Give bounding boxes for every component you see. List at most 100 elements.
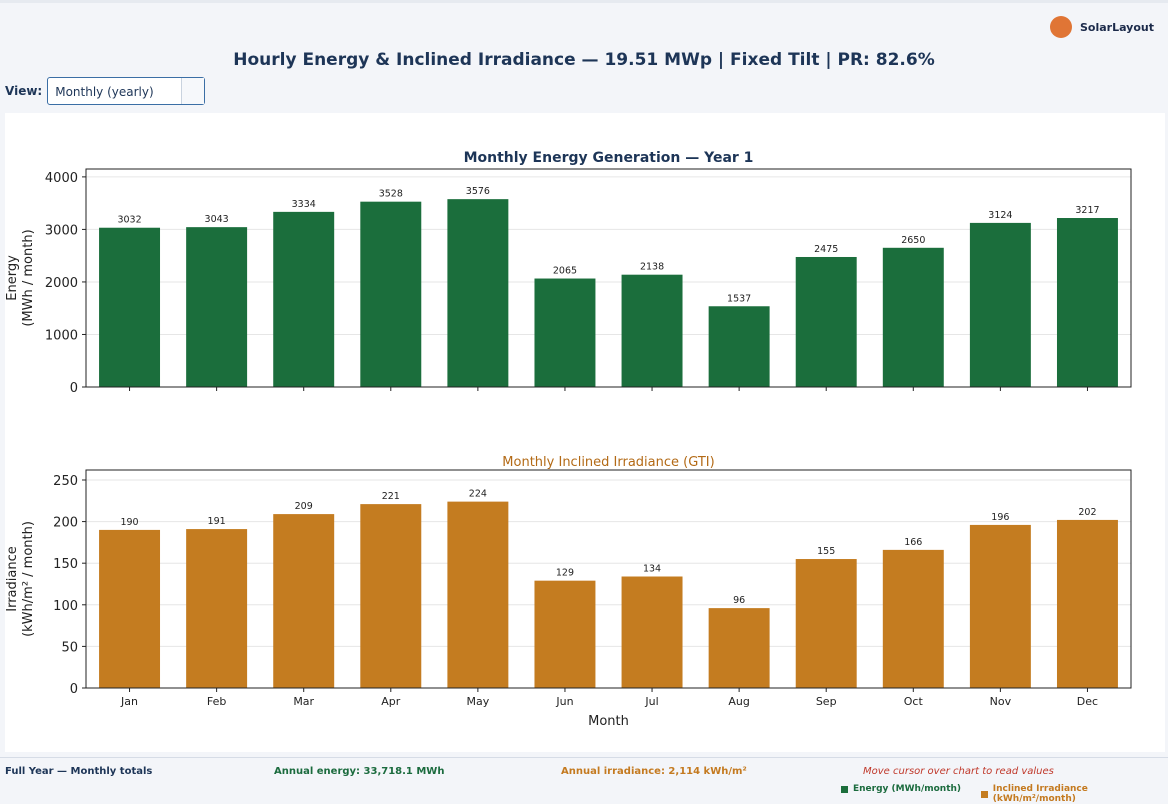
energy-data-label: 3576 [466,186,490,197]
irradiance-x-tick-label: Apr [381,695,401,708]
energy-plot-frame [85,168,1132,388]
legend-irradiance-label: Inclined Irradiance (kWh/m²/month) [992,784,1088,804]
energy-bar [360,201,422,387]
page-title: Hourly Energy & Inclined Irradiance — 19… [233,50,935,70]
energy-y-axis-label: Energy(MWh / month) [5,229,36,326]
legend-energy-label: Energy (MWh/month) [853,784,962,794]
irradiance-x-tick-label: Feb [207,695,226,708]
status-footer: Full Year — Monthly totals Annual energy… [0,757,1168,804]
energy-y-tick-label: 0 [70,381,78,396]
energy-bar [273,211,335,387]
irradiance-bar [273,514,335,688]
energy-chart-title: Monthly Energy Generation — Year 1 [464,150,754,166]
irradiance-data-label: 190 [120,517,138,528]
footer-hint: Move cursor over chart to read values [863,766,1054,777]
irradiance-x-tick-label: Jun [555,695,573,708]
irradiance-data-label: 224 [469,489,487,500]
charts-canvas[interactable]: 3032 3043 3334 3528 3576 2065 2138 1537 2475 2650… [5,113,1165,752]
irradiance-y-tick-label: 100 [53,599,78,614]
irradiance-x-tick-label: Mar [293,695,314,708]
irradiance-x-tick-label: Jul [644,695,658,708]
irradiance-bar [882,549,944,688]
energy-data-label: 3217 [1075,205,1099,216]
energy-bar [621,274,683,387]
energy-data-label: 2650 [901,235,925,246]
irradiance-bar [969,524,1031,688]
view-label: View: [5,84,43,98]
legend-irradiance-swatch [981,790,988,798]
irradiance-chart: 190 Jan 191 Feb 209 Mar 221 Apr 224 May 129 Jun 134 J… [5,455,1132,729]
irradiance-bar [534,580,596,688]
energy-bar [795,256,857,387]
irradiance-y-tick-label: 250 [53,474,78,489]
footer-period: Full Year — Monthly totals [5,766,153,777]
energy-chart: 3032 3043 3334 3528 3576 2065 2138 1537 2475 2650… [5,150,1132,396]
chevron-down-icon[interactable] [181,78,205,104]
irradiance-data-label: 196 [991,512,1009,523]
footer-annual-energy: Annual energy: 33,718.1 MWh [274,766,445,777]
irradiance-y-tick-label: 200 [53,516,78,531]
energy-data-label: 3334 [292,199,316,210]
irradiance-x-tick-label: Sep [816,695,837,708]
irradiance-y-axis-label-line: (kWh/m² / month) [21,521,36,637]
legend-irradiance: Inclined Irradiance (kWh/m²/month) [981,784,1168,804]
brand-name: SolarLayout [1079,20,1154,34]
energy-bar [186,227,248,387]
footer-annual-irradiance: Annual irradiance: 2,114 kWh/m² [561,766,747,777]
irradiance-data-label: 155 [817,546,835,557]
energy-bar [1056,218,1118,387]
energy-y-tick-label: 3000 [45,223,78,238]
irradiance-bar [99,529,161,688]
legend-energy: Energy (MWh/month) [841,784,961,794]
energy-data-label: 2475 [814,244,838,255]
irradiance-data-label: 202 [1078,507,1096,518]
irradiance-x-tick-label: Jan [120,695,138,708]
energy-y-tick-label: 2000 [45,276,78,291]
irradiance-y-axis-label-line: Irradiance [5,546,20,611]
irradiance-x-tick-label: Nov [990,695,1012,708]
energy-bar [99,227,161,387]
legend-energy-swatch [841,785,848,793]
irradiance-y-axis-label: Irradiance(kWh/m² / month) [5,521,36,637]
irradiance-bar [708,608,770,688]
irradiance-bar [186,529,248,688]
view-select[interactable]: Monthly (yearly) [47,77,206,105]
energy-bar [447,199,509,387]
energy-bar [708,306,770,387]
view-select-value: Monthly (yearly) [55,85,154,99]
brand-logo-icon [1049,16,1072,38]
energy-data-label: 3032 [117,215,141,226]
irradiance-x-tick-label: May [467,695,490,708]
energy-data-label: 1537 [727,293,751,304]
irradiance-x-tick-label: Oct [904,695,924,708]
irradiance-bar [621,576,683,688]
energy-data-label: 2138 [640,262,664,273]
energy-bar [534,278,596,387]
irradiance-y-tick-label: 0 [70,682,78,697]
irradiance-bar [795,559,857,688]
irradiance-y-tick-label: 150 [53,557,78,572]
irradiance-data-label: 96 [733,595,745,606]
irradiance-x-tick-label: Aug [728,695,749,708]
energy-y-tick-label: 4000 [45,171,78,186]
irradiance-data-label: 209 [295,501,313,512]
irradiance-x-axis-label: Month [588,714,629,729]
irradiance-plot-frame [85,469,1132,689]
view-selector-row: View: Monthly (yearly) [5,77,206,105]
irradiance-y-tick-label: 50 [61,640,78,655]
irradiance-data-label: 134 [643,564,661,575]
irradiance-data-label: 129 [556,568,574,579]
energy-data-label: 2065 [553,266,577,277]
chart-panel[interactable]: 3032 3043 3334 3528 3576 2065 2138 1537 2475 2650… [5,113,1165,752]
energy-bar [969,222,1031,387]
energy-data-label: 3124 [988,210,1012,221]
irradiance-bar [1056,519,1118,688]
energy-y-tick-label: 1000 [45,328,78,343]
energy-data-label: 3043 [205,214,229,225]
irradiance-chart-title: Monthly Inclined Irradiance (GTI) [502,455,714,470]
energy-data-label: 3528 [379,189,403,200]
irradiance-bar [447,501,509,688]
energy-y-axis-label-line: Energy [5,255,20,301]
irradiance-data-label: 191 [208,516,226,527]
irradiance-data-label: 166 [904,537,922,548]
